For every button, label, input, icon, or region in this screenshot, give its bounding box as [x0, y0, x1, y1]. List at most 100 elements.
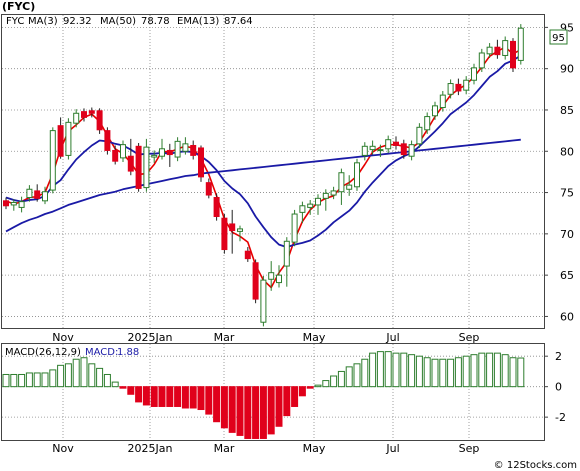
candle-body-up	[502, 40, 509, 56]
macd-bar-positive	[415, 355, 423, 388]
candle	[338, 168, 345, 205]
price-y-tick-label: 60	[560, 310, 574, 323]
candle	[213, 193, 220, 221]
candle-body-up	[10, 201, 17, 206]
macd-bar-negative	[158, 386, 166, 407]
macd-bar-positive	[384, 351, 392, 388]
macd-x-tick-label: 2025Jan	[128, 442, 173, 455]
macd-bar-negative	[252, 386, 260, 439]
macd-bar-negative	[127, 386, 135, 395]
candle	[315, 194, 321, 215]
candle	[198, 145, 204, 182]
candle	[221, 214, 228, 254]
macd-y-tick-label: 2	[555, 350, 562, 363]
candle-body-up	[18, 201, 25, 208]
macd-bar-negative	[189, 386, 197, 409]
candle-body-up	[463, 79, 470, 91]
candle	[18, 196, 25, 213]
ema13-line	[5, 54, 522, 249]
candle-body-down	[96, 110, 103, 131]
candle-body-down	[112, 149, 119, 162]
candle	[455, 78, 462, 96]
macd-bar-negative	[181, 386, 189, 409]
candle	[135, 143, 142, 192]
candle	[494, 39, 501, 59]
watermark: © 12Stocks.com	[494, 460, 577, 471]
macd-bar-positive	[369, 352, 377, 388]
candle-body-up	[260, 279, 267, 323]
macd-bar-negative	[213, 386, 221, 423]
candle	[510, 38, 516, 72]
candle-body-down	[494, 46, 501, 56]
candle	[408, 140, 415, 161]
candle	[159, 138, 165, 160]
candle-body-up	[151, 154, 158, 158]
candle-body-down	[221, 217, 228, 251]
candle-body-up	[478, 52, 485, 69]
candle-body-up	[416, 126, 423, 145]
candle	[385, 135, 392, 153]
price-x-tick-label: Jul	[385, 331, 399, 344]
macd-bar-positive	[408, 354, 416, 388]
macd-bar-positive	[10, 373, 18, 388]
macd-bar-positive	[330, 375, 338, 388]
macd-bar-positive	[337, 370, 345, 388]
macd-x-tick-label: Sep	[459, 442, 480, 455]
candles	[3, 24, 524, 327]
macd-bar-negative	[244, 386, 252, 439]
candle	[190, 140, 197, 160]
candle	[478, 48, 485, 72]
macd-x-tick-label: Nov	[52, 442, 74, 455]
macd-bar-positive	[501, 354, 509, 388]
macd-legend-value: 1.88	[117, 347, 139, 358]
price-y-tick-label: 90	[560, 63, 574, 76]
candle-body-up	[174, 140, 181, 158]
candle	[252, 259, 259, 304]
candle-body-up	[432, 105, 438, 117]
legend-symbol: FYC	[6, 16, 24, 27]
candle	[81, 108, 87, 122]
candle-body-down	[229, 223, 236, 232]
macd-y-axis: -2 0 2	[544, 350, 566, 424]
candle-body-up	[120, 144, 126, 159]
macd-y-tick-label: -2	[555, 411, 566, 424]
candle-body-up	[322, 192, 329, 199]
macd-bar-positive	[470, 354, 478, 388]
candle-body-down	[135, 145, 142, 189]
candle-body-down	[88, 110, 95, 114]
macd-bar-positive	[64, 363, 72, 388]
price-y-tick-label: 80	[560, 145, 574, 158]
legend-ma50-label: MA(50)	[100, 16, 136, 27]
macd-bar-positive	[478, 352, 486, 388]
macd-bar-positive	[454, 357, 462, 388]
candle	[354, 158, 360, 191]
macd-bar-positive	[439, 358, 447, 388]
candle-body-down	[190, 144, 197, 156]
candle-body-up	[283, 240, 290, 267]
candle	[432, 101, 438, 120]
macd-bar-positive	[57, 364, 65, 388]
candle	[463, 76, 470, 95]
chart-title: (FYC)	[2, 0, 36, 13]
macd-bar-negative	[291, 386, 299, 407]
candle-body-up	[307, 203, 314, 208]
candle-body-up	[65, 121, 72, 156]
candle-body-up	[517, 27, 524, 61]
candle	[3, 197, 9, 210]
price-panel	[1, 14, 545, 329]
legend-ma3-value: 92.32	[63, 16, 92, 27]
macd-bar-positive	[509, 357, 517, 388]
legend-ma50-value: 78.78	[141, 16, 170, 27]
candle	[49, 127, 56, 194]
candle-body-up	[182, 143, 189, 152]
candle-body-up	[237, 228, 243, 232]
candle	[502, 36, 509, 60]
candle	[486, 43, 493, 58]
candle	[143, 138, 150, 192]
macd-bar-negative	[166, 386, 174, 407]
macd-bars	[2, 351, 525, 439]
macd-bar-negative	[220, 386, 228, 429]
candle	[299, 201, 306, 224]
price-x-tick-label: Sep	[459, 331, 480, 344]
candle-body-up	[354, 162, 360, 188]
